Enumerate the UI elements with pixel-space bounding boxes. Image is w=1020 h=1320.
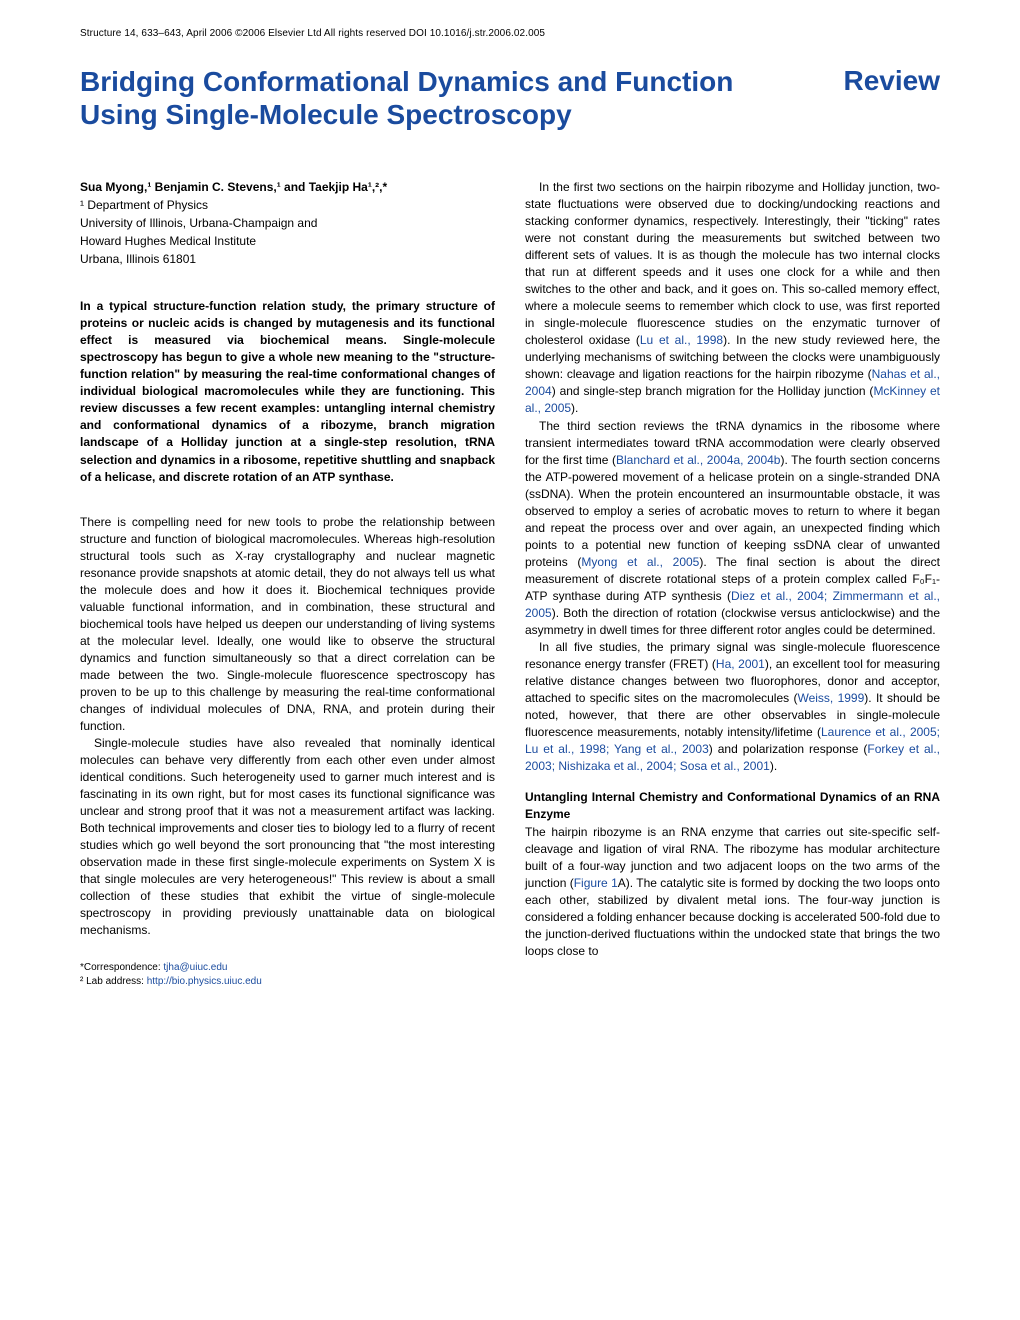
right-column: In the first two sections on the hairpin… [525, 179, 940, 989]
abstract-text: In a typical structure-function relation… [80, 298, 495, 485]
correspondence-email[interactable]: tjha@uiuc.edu [163, 962, 227, 973]
title-row: Bridging Conformational Dynamics and Fun… [80, 65, 940, 131]
article-title: Bridging Conformational Dynamics and Fun… [80, 65, 800, 131]
body-text: ). The fourth section concerns the ATP-p… [525, 453, 940, 569]
journal-header: Structure 14, 633–643, April 2006 ©2006 … [80, 28, 940, 39]
affiliation-line: University of Illinois, Urbana-Champaign… [80, 215, 495, 232]
citation-link[interactable]: Ha, 2001 [716, 657, 765, 671]
body-paragraph: In all five studies, the primary signal … [525, 639, 940, 775]
left-column: Sua Myong,¹ Benjamin C. Stevens,¹ and Ta… [80, 179, 495, 989]
lab-label: ² Lab address: [80, 976, 147, 987]
authors-line: Sua Myong,¹ Benjamin C. Stevens,¹ and Ta… [80, 179, 495, 196]
body-text: ). [571, 401, 578, 415]
body-paragraph: In the first two sections on the hairpin… [525, 179, 940, 417]
body-text: ). [770, 759, 777, 773]
citation-link[interactable]: Lu et al., 1998 [640, 333, 723, 347]
body-text: ). Both the direction of rotation (clock… [525, 606, 940, 637]
correspondence-label: *Correspondence: [80, 962, 163, 973]
figure-link[interactable]: Figure 1 [574, 876, 618, 890]
citation-link[interactable]: Weiss, 1999 [797, 691, 864, 705]
body-text: ) and single-step branch migration for t… [552, 384, 874, 398]
footer-block: *Correspondence: tjha@uiuc.edu ² Lab add… [80, 961, 495, 989]
lab-address-line: ² Lab address: http://bio.physics.uiuc.e… [80, 975, 495, 989]
body-paragraph: There is compelling need for new tools t… [80, 514, 495, 735]
body-paragraph: The hairpin ribozyme is an RNA enzyme th… [525, 824, 940, 960]
body-paragraph: The third section reviews the tRNA dynam… [525, 418, 940, 639]
section-heading: Untangling Internal Chemistry and Confor… [525, 789, 940, 823]
article-type-label: Review [844, 65, 941, 97]
text-columns: Sua Myong,¹ Benjamin C. Stevens,¹ and Ta… [80, 179, 940, 989]
body-text: In the first two sections on the hairpin… [525, 180, 940, 347]
affiliation-line: ¹ Department of Physics [80, 197, 495, 214]
body-paragraph: Single-molecule studies have also reveal… [80, 735, 495, 939]
correspondence-line: *Correspondence: tjha@uiuc.edu [80, 961, 495, 975]
affiliation-line: Urbana, Illinois 61801 [80, 251, 495, 268]
lab-url[interactable]: http://bio.physics.uiuc.edu [147, 976, 262, 987]
citation-link[interactable]: Myong et al., 2005 [581, 555, 699, 569]
body-text: ) and polarization response ( [709, 742, 868, 756]
affiliation-line: Howard Hughes Medical Institute [80, 233, 495, 250]
citation-link[interactable]: Blanchard et al., 2004a, 2004b [616, 453, 780, 467]
